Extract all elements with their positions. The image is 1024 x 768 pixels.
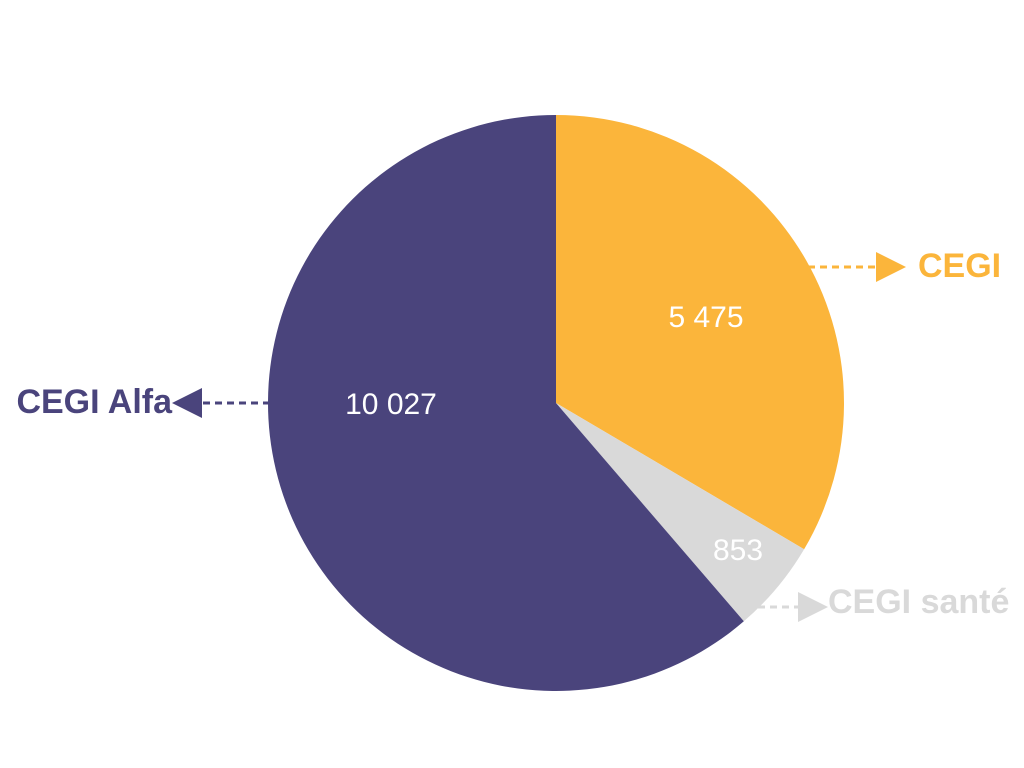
slice-value-label: 853 [713,534,763,567]
slice-value-label: 10 027 [345,388,437,421]
slice-category-label: CEGI Alfa [16,383,173,421]
slice-category-label: CEGI santé [828,583,1009,621]
pie-legend-callouts: CEGI CEGI santé CEGI Alfa [16,247,1009,622]
pie-slice-cegi-sante [556,403,805,622]
pie-slices [268,115,844,691]
slice-category-label: CEGI [918,247,1001,285]
pie-slice-cegi-alfa [268,115,744,691]
slice-value-label: 5 475 [668,301,743,334]
pie-slice-cegi [556,115,844,550]
pie-value-labels: 5 475 853 10 027 [345,301,763,567]
